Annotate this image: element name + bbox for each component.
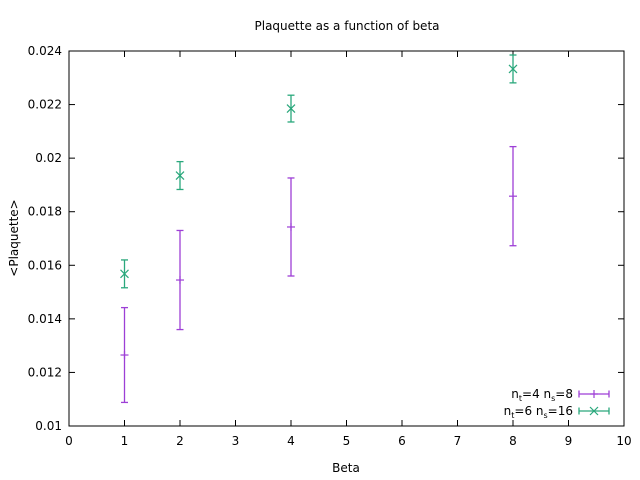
- y-tick-label: 0.02: [35, 151, 62, 165]
- plot-frame: [68, 50, 625, 427]
- legend-label: nt=4 ns=8: [511, 387, 573, 403]
- x-tick-label: 9: [565, 434, 573, 448]
- legend-label: nt=6 ns=16: [504, 404, 573, 420]
- y-tick-label: 0.024: [28, 44, 62, 58]
- x-tick-label: 6: [398, 434, 406, 448]
- chart-title: Plaquette as a function of beta: [255, 19, 440, 33]
- y-axis: 0.01 0.012 0.014 0.016 0.018 0.02 0.022 0.024: [28, 44, 624, 433]
- y-tick-label: 0.016: [28, 258, 62, 272]
- x-tick-label: 7: [454, 434, 462, 448]
- x-tick-label: 1: [121, 434, 129, 448]
- x-tick-label: 2: [176, 434, 184, 448]
- x-tick-label: 10: [616, 434, 631, 448]
- series-1: [120, 145, 517, 404]
- data-series: [120, 54, 518, 404]
- x-axis: 0 1 2 3 4 5 6 7 8 9 10: [65, 51, 632, 448]
- y-tick-label: 0.01: [35, 419, 62, 433]
- x-tick-label: 8: [509, 434, 517, 448]
- y-tick-label: 0.018: [28, 205, 62, 219]
- series-2: [120, 54, 518, 289]
- y-axis-label: <Plaquette>: [7, 199, 21, 276]
- x-axis-label: Beta: [332, 461, 360, 475]
- cross-marker: [589, 406, 599, 416]
- x-tick-label: 3: [232, 434, 240, 448]
- cross-marker: [286, 104, 296, 114]
- x-tick-label: 5: [343, 434, 351, 448]
- cross-marker: [508, 64, 518, 74]
- y-tick-label: 0.014: [28, 312, 62, 326]
- cross-marker: [120, 269, 129, 279]
- cross-marker: [175, 171, 185, 180]
- x-tick-label: 0: [65, 434, 73, 448]
- y-tick-label: 0.022: [28, 98, 62, 112]
- x-tick-label: 4: [287, 434, 295, 448]
- legend: nt=4 ns=8nt=6 ns=16: [504, 387, 610, 420]
- y-tick-label: 0.012: [28, 365, 62, 379]
